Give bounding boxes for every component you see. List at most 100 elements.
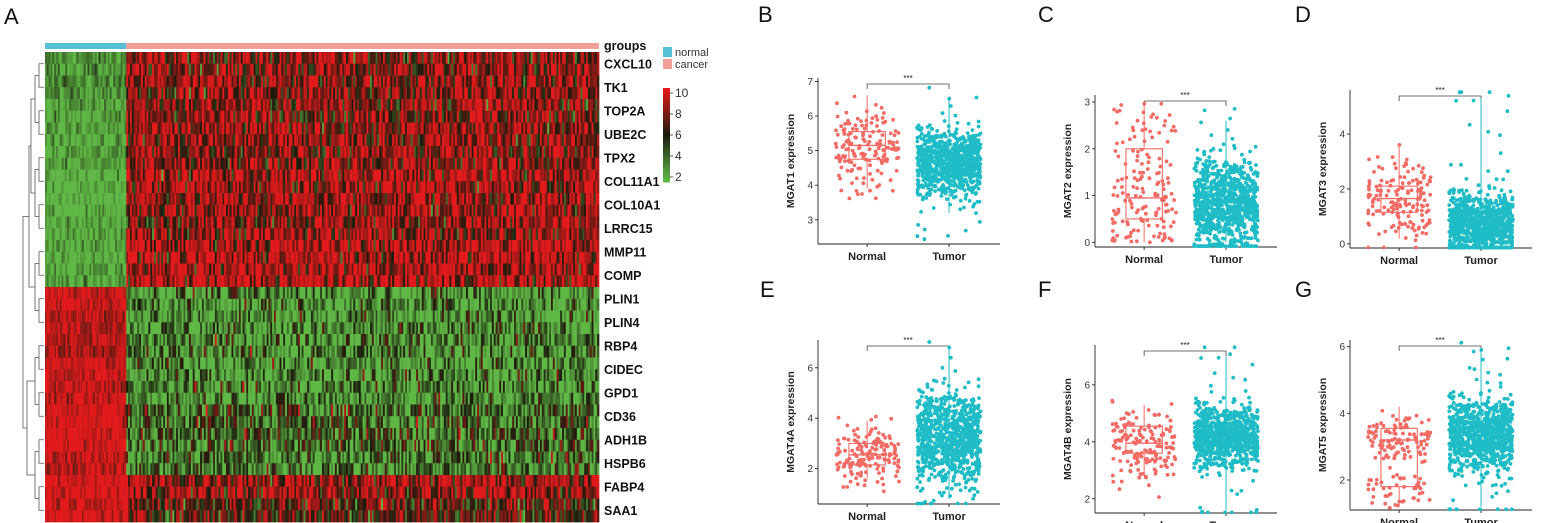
- heatmap-cell: [475, 87, 478, 100]
- heatmap-cell: [211, 157, 214, 170]
- heatmap-cell: [296, 193, 299, 206]
- heatmap-cell: [377, 63, 380, 76]
- heatmap-cell: [574, 75, 578, 88]
- heatmap-cell: [502, 99, 506, 112]
- heatmap-cell: [567, 75, 570, 88]
- heatmap-cell: [392, 110, 395, 123]
- heatmap-cell: [412, 181, 415, 194]
- heatmap-cell: [253, 204, 256, 217]
- heatmap-cell: [102, 63, 105, 76]
- heatmap-cell: [425, 146, 428, 159]
- heatmap-cell: [183, 75, 186, 88]
- heatmap-cell: [525, 157, 528, 170]
- heatmap-cell: [593, 169, 596, 182]
- heatmap-cell: [50, 99, 53, 112]
- heatmap-cell: [510, 122, 513, 135]
- heatmap-cell: [508, 181, 511, 194]
- heatmap-cell: [410, 181, 413, 194]
- heatmap-cell: [336, 110, 339, 123]
- heatmap-cell: [560, 52, 563, 65]
- heatmap-cell: [72, 169, 75, 182]
- heatmap-cell: [272, 52, 275, 65]
- heatmap-cell: [386, 52, 389, 65]
- heatmap-cell: [495, 204, 498, 217]
- heatmap-cell: [196, 87, 199, 100]
- heatmap-cell: [329, 134, 332, 147]
- heatmap-cell: [521, 193, 524, 206]
- heatmap-cell: [203, 75, 207, 88]
- heatmap-cell: [45, 228, 48, 241]
- heatmap-cell: [432, 110, 435, 123]
- heatmap-cell: [347, 157, 351, 170]
- heatmap-cell: [449, 134, 452, 147]
- heatmap-cell: [107, 87, 110, 100]
- heatmap-cell: [94, 99, 98, 112]
- heatmap-cell: [512, 204, 515, 217]
- heatmap-cell: [115, 52, 118, 65]
- heatmap-cell: [550, 204, 554, 217]
- heatmap-cell: [478, 110, 482, 123]
- heatmap-cell: [224, 52, 227, 65]
- heatmap-cell: [597, 99, 600, 112]
- heatmap-cell: [586, 99, 589, 112]
- heatmap-cell: [48, 146, 51, 159]
- heatmap-cell: [185, 157, 188, 170]
- heatmap-cell: [591, 181, 594, 194]
- heatmap-cell: [174, 110, 177, 123]
- heatmap-cell: [131, 181, 134, 194]
- heatmap-cell: [218, 146, 221, 159]
- heatmap-cell: [554, 87, 557, 100]
- heatmap-cell: [198, 87, 201, 100]
- heatmap-cell: [196, 63, 199, 76]
- heatmap-cell: [325, 146, 328, 159]
- group-bar-normal: [45, 43, 127, 49]
- heatmap-cell: [70, 99, 74, 112]
- heatmap-cell: [536, 63, 539, 76]
- heatmap-cell: [366, 157, 369, 170]
- heatmap-cell: [198, 157, 201, 170]
- heatmap-cell: [129, 99, 133, 112]
- heatmap-cell: [309, 181, 312, 194]
- heatmap-cell: [237, 146, 240, 159]
- heatmap-cell: [209, 134, 212, 147]
- heatmap-cell: [375, 99, 378, 112]
- heatmap-cell: [456, 122, 460, 135]
- heatmap-cell: [586, 134, 589, 147]
- heatmap-cell: [237, 193, 240, 206]
- heatmap-cell: [574, 110, 578, 123]
- heatmap-cell: [281, 87, 284, 100]
- heatmap-cell: [105, 193, 109, 206]
- heatmap-cell: [362, 134, 365, 147]
- heatmap-cell: [146, 157, 149, 170]
- heatmap-cell: [141, 193, 144, 206]
- heatmap-cell: [530, 146, 533, 159]
- heatmap-cell: [322, 63, 325, 76]
- heatmap-cell: [307, 216, 310, 229]
- heatmap-cell: [288, 134, 291, 147]
- heatmap-cell: [584, 99, 587, 112]
- heatmap-cell: [357, 169, 360, 182]
- heatmap-cell: [543, 181, 546, 194]
- heatmap-cell: [150, 216, 153, 229]
- heatmap-cell: [316, 122, 319, 135]
- heatmap-cell: [368, 122, 371, 135]
- heatmap-cell: [190, 110, 194, 123]
- heatmap-cell: [462, 204, 465, 217]
- heatmap-cell: [146, 122, 149, 135]
- heatmap-cell: [65, 216, 68, 229]
- heatmap-cell: [61, 146, 64, 159]
- heatmap-cell: [418, 157, 421, 170]
- heatmap-cell: [528, 134, 532, 147]
- heatmap-cell: [113, 146, 116, 159]
- heatmap-cell: [504, 204, 508, 217]
- heatmap-cell: [576, 134, 580, 147]
- heatmap-cell: [225, 75, 229, 88]
- heatmap-cell: [231, 228, 234, 241]
- heatmap-cell: [102, 99, 105, 112]
- heatmap-cell: [497, 99, 500, 112]
- heatmap-cell: [368, 110, 371, 123]
- heatmap-cell: [56, 122, 59, 135]
- heatmap-cell: [582, 75, 585, 88]
- heatmap-cell: [451, 169, 454, 182]
- heatmap-cell: [126, 99, 129, 112]
